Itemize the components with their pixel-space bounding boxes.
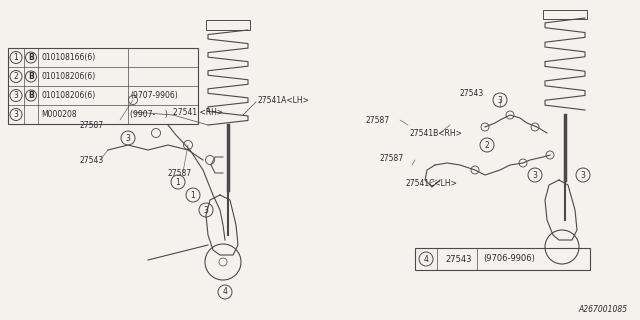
- Text: B: B: [28, 72, 34, 81]
- Text: 010108206(6): 010108206(6): [41, 91, 95, 100]
- Text: 1: 1: [175, 178, 180, 187]
- Text: (9707-9906): (9707-9906): [130, 91, 178, 100]
- Text: 27587: 27587: [380, 154, 404, 163]
- Text: 010108166(6): 010108166(6): [41, 53, 95, 62]
- Text: A267001085: A267001085: [579, 305, 628, 314]
- Text: 010108206(6): 010108206(6): [41, 72, 95, 81]
- Text: 3: 3: [13, 91, 19, 100]
- Text: 27541C<LH>: 27541C<LH>: [405, 179, 457, 188]
- Text: 27543: 27543: [445, 254, 472, 263]
- Text: 27587: 27587: [365, 116, 389, 124]
- Text: 3: 3: [580, 171, 586, 180]
- Text: 27543: 27543: [460, 89, 484, 98]
- Bar: [543, 10, 587, 19]
- Text: 27541 <RH>: 27541 <RH>: [173, 108, 223, 116]
- Text: 27543: 27543: [80, 156, 104, 164]
- Bar: [8, 48, 198, 124]
- Text: 27541A<LH>: 27541A<LH>: [258, 95, 310, 105]
- Text: M000208: M000208: [41, 110, 77, 119]
- Text: 3: 3: [532, 171, 538, 180]
- Text: 1: 1: [191, 190, 195, 199]
- Text: 2: 2: [484, 140, 490, 149]
- Text: 3: 3: [125, 133, 131, 142]
- Text: 1: 1: [13, 53, 19, 62]
- Text: 3: 3: [204, 205, 209, 214]
- Text: (9907-    ): (9907- ): [130, 110, 168, 119]
- Text: 27587: 27587: [168, 169, 192, 178]
- Text: 27541B<RH>: 27541B<RH>: [410, 129, 463, 138]
- Bar: [206, 20, 250, 30]
- Bar: [415, 248, 590, 270]
- Text: B: B: [28, 53, 34, 62]
- Text: 27587: 27587: [80, 121, 104, 130]
- Text: 3: 3: [13, 110, 19, 119]
- Text: 4: 4: [223, 287, 227, 297]
- Text: 3: 3: [497, 95, 502, 105]
- Text: (9706-9906): (9706-9906): [483, 254, 535, 263]
- Text: B: B: [28, 91, 34, 100]
- Text: 2: 2: [13, 72, 19, 81]
- Text: 4: 4: [424, 254, 428, 263]
